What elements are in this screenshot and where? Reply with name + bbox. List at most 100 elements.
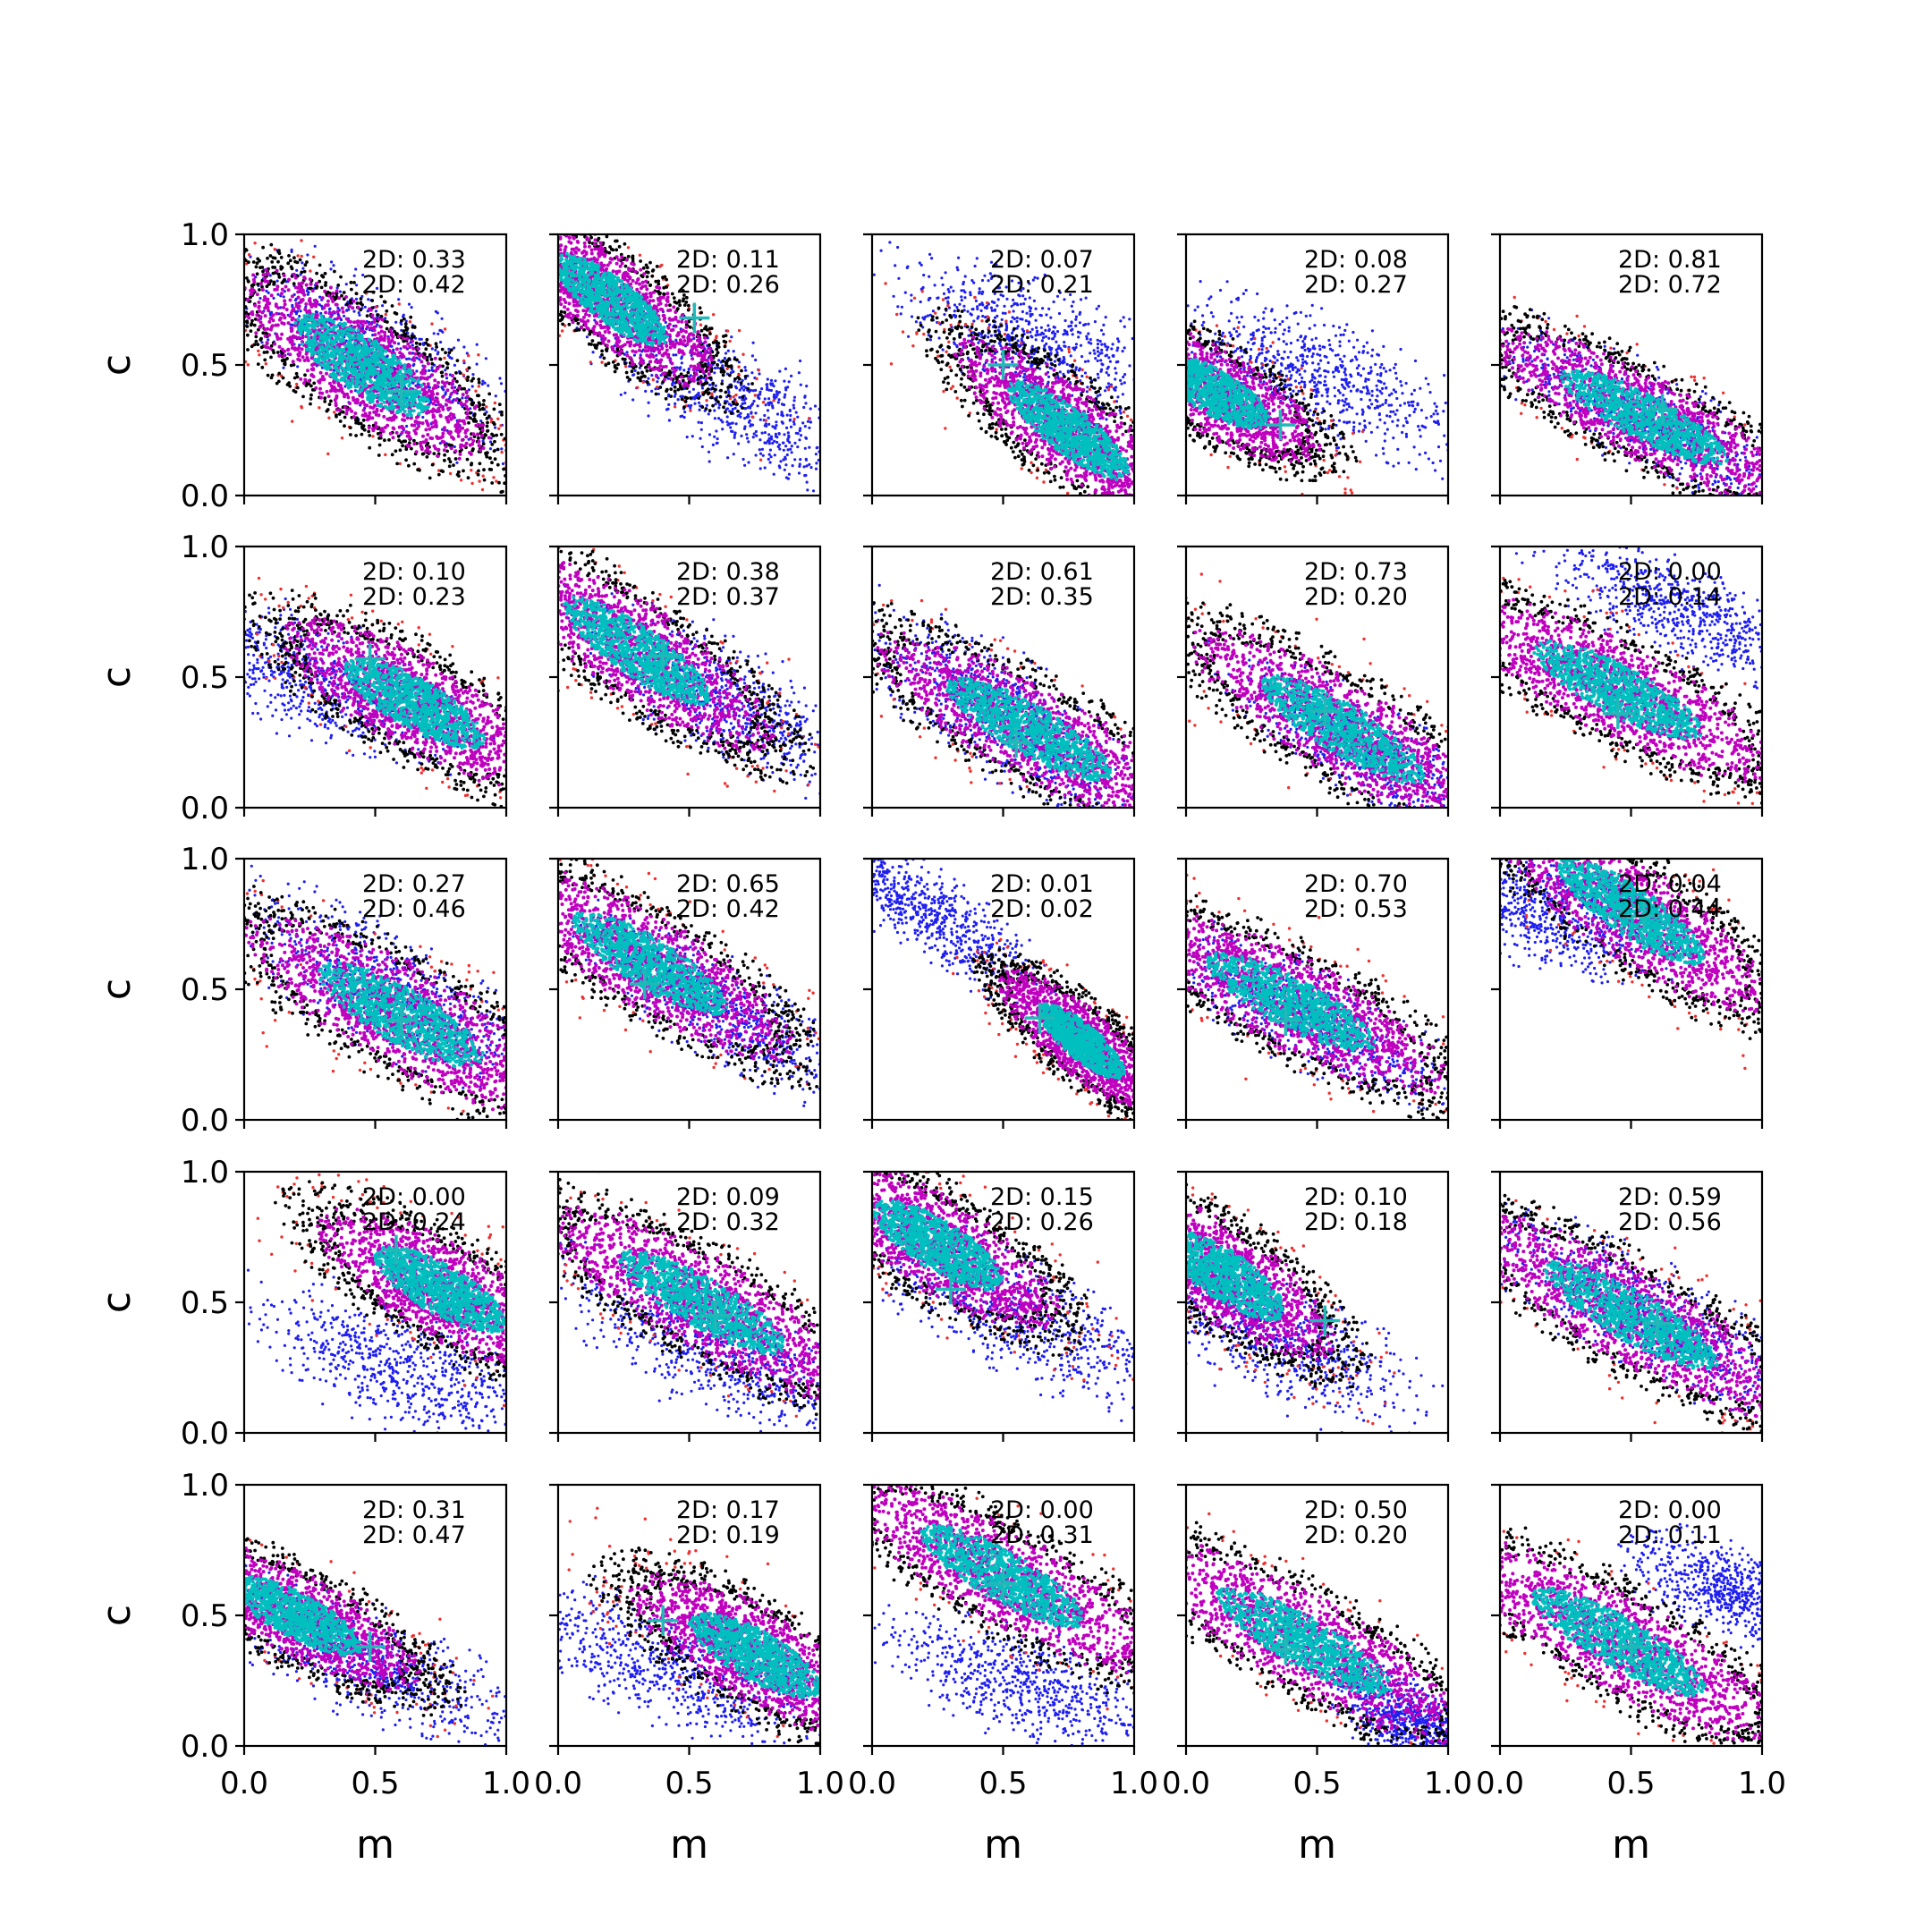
stat-label-1: 2D: 0.50 <box>1304 1496 1408 1524</box>
stat-label-2: 2D: 0.72 <box>1618 271 1722 299</box>
stat-label-1: 2D: 0.81 <box>1618 246 1722 274</box>
y-tick-label: 1.0 <box>181 1155 229 1191</box>
stat-label-1: 2D: 0.10 <box>1304 1183 1408 1211</box>
x-tick-label: 0.5 <box>1606 1766 1655 1801</box>
stat-label-2: 2D: 0.21 <box>990 271 1094 299</box>
y-tick-label: 0.0 <box>181 1729 229 1765</box>
y-tick-label: 1.0 <box>181 842 229 877</box>
scatter-layer <box>77 1483 563 1767</box>
stat-label-2: 2D: 0.19 <box>676 1521 780 1549</box>
stat-label-1: 2D: 0.00 <box>362 1183 466 1211</box>
stat-label-1: 2D: 0.09 <box>676 1183 780 1211</box>
stat-label-1: 2D: 0.59 <box>1618 1183 1722 1211</box>
y-axis-label: c <box>94 1292 140 1313</box>
stat-label-2: 2D: 0.56 <box>1618 1208 1722 1236</box>
x-tick-label: 0.5 <box>1292 1766 1341 1801</box>
scatter-points-cyan <box>1156 353 1271 429</box>
stat-label-2: 2D: 0.26 <box>676 271 780 299</box>
stat-label-2: 2D: 0.42 <box>676 895 780 923</box>
stat-label-1: 2D: 0.08 <box>1304 246 1408 274</box>
y-tick-label: 0.0 <box>181 1416 229 1452</box>
x-axis-label: m <box>356 1822 394 1868</box>
scatter-points-cyan <box>1544 1260 1719 1370</box>
scatter-layer <box>422 491 916 828</box>
scatter-points-blue <box>216 1269 589 1470</box>
x-axis-label: m <box>1612 1822 1650 1868</box>
y-axis-label: c <box>94 979 140 1000</box>
stat-label-2: 2D: 0.20 <box>1304 1521 1408 1549</box>
x-axis-label: m <box>1298 1822 1336 1868</box>
y-tick-label: 0.0 <box>181 1103 229 1139</box>
stat-label-2: 2D: 0.18 <box>1304 1208 1408 1236</box>
stat-label-1: 2D: 0.00 <box>1618 1496 1722 1524</box>
stat-label-2: 2D: 0.31 <box>990 1521 1094 1549</box>
stat-label-1: 2D: 0.17 <box>676 1496 780 1524</box>
stat-label-2: 2D: 0.23 <box>362 583 466 611</box>
y-tick-label: 0.0 <box>181 791 229 826</box>
stat-label-2: 2D: 0.42 <box>362 271 466 299</box>
y-tick-label: 0.5 <box>181 348 229 384</box>
x-tick-label: 0.0 <box>534 1766 582 1801</box>
stat-label-1: 2D: 0.70 <box>1304 870 1408 898</box>
y-tick-label: 0.5 <box>181 972 229 1008</box>
stat-label-2: 2D: 0.53 <box>1304 895 1408 923</box>
y-tick-label: 0.0 <box>181 479 229 514</box>
scatter-points-blue <box>843 1603 1216 1774</box>
scatter-layer <box>1349 1470 1882 1804</box>
x-axis-label: m <box>670 1822 708 1868</box>
y-tick-label: 1.0 <box>181 530 229 565</box>
x-tick-label: 0.5 <box>665 1766 713 1801</box>
x-tick-label: 1.0 <box>1738 1766 1786 1801</box>
stat-label-1: 2D: 0.00 <box>990 1496 1094 1524</box>
scatter-points-magenta <box>1192 629 1496 832</box>
stat-label-1: 2D: 0.65 <box>676 870 780 898</box>
stat-label-2: 2D: 0.02 <box>990 895 1094 923</box>
stat-label-1: 2D: 0.73 <box>1304 558 1408 586</box>
stat-label-1: 2D: 0.01 <box>990 870 1094 898</box>
x-tick-label: 0.0 <box>848 1766 896 1801</box>
x-tick-label: 1.0 <box>1424 1766 1472 1801</box>
stat-label-2: 2D: 0.26 <box>990 1208 1094 1236</box>
stat-label-2: 2D: 0.27 <box>1304 271 1408 299</box>
y-tick-label: 1.0 <box>181 217 229 253</box>
stat-label-2: 2D: 0.24 <box>362 1208 466 1236</box>
stat-label-2: 2D: 0.14 <box>1618 583 1722 611</box>
y-tick-label: 1.0 <box>181 1468 229 1504</box>
stat-label-1: 2D: 0.10 <box>362 558 466 586</box>
scatter-points-magenta <box>1452 1538 1784 1741</box>
y-axis-label: c <box>94 666 140 688</box>
scatter-layer <box>1348 519 1883 836</box>
scatter-points-red <box>1344 1160 1881 1507</box>
stat-label-1: 2D: 0.61 <box>990 558 1094 586</box>
stat-label-2: 2D: 0.32 <box>676 1208 780 1236</box>
stat-label-1: 2D: 0.38 <box>676 558 780 586</box>
x-tick-label: 0.0 <box>1476 1766 1524 1801</box>
y-axis-label: c <box>94 354 140 376</box>
stat-label-1: 2D: 0.07 <box>990 246 1094 274</box>
x-tick-label: 0.0 <box>1162 1766 1210 1801</box>
scatter-layer <box>1020 831 1552 1156</box>
stat-label-2: 2D: 0.46 <box>362 895 466 923</box>
stat-label-1: 2D: 0.31 <box>362 1496 466 1524</box>
scatter-layer <box>788 811 1213 1165</box>
stat-label-1: 2D: 0.33 <box>362 246 466 274</box>
x-tick-label: 0.0 <box>220 1766 268 1801</box>
x-tick-label: 0.5 <box>979 1766 1027 1801</box>
stat-label-2: 2D: 0.20 <box>1304 583 1408 611</box>
y-axis-label: c <box>94 1605 140 1626</box>
stat-label-1: 2D: 0.11 <box>676 246 780 274</box>
stat-label-2: 2D: 0.11 <box>1618 1521 1722 1549</box>
